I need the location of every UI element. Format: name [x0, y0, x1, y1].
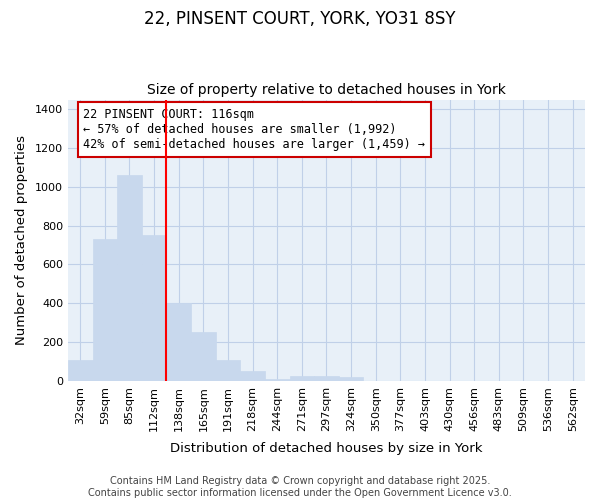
Y-axis label: Number of detached properties: Number of detached properties: [15, 135, 28, 345]
Bar: [290, 376, 314, 381]
Bar: [166, 304, 191, 381]
Bar: [142, 236, 166, 381]
Bar: [117, 175, 142, 381]
Title: Size of property relative to detached houses in York: Size of property relative to detached ho…: [147, 83, 506, 97]
Bar: [314, 376, 339, 381]
Text: Contains HM Land Registry data © Crown copyright and database right 2025.
Contai: Contains HM Land Registry data © Crown c…: [88, 476, 512, 498]
Bar: [92, 240, 117, 381]
Bar: [339, 377, 364, 381]
Bar: [265, 379, 290, 381]
X-axis label: Distribution of detached houses by size in York: Distribution of detached houses by size …: [170, 442, 483, 455]
Bar: [68, 360, 92, 381]
Text: 22, PINSENT COURT, YORK, YO31 8SY: 22, PINSENT COURT, YORK, YO31 8SY: [144, 10, 456, 28]
Bar: [240, 371, 265, 381]
Text: 22 PINSENT COURT: 116sqm
← 57% of detached houses are smaller (1,992)
42% of sem: 22 PINSENT COURT: 116sqm ← 57% of detach…: [83, 108, 425, 151]
Bar: [191, 332, 215, 381]
Bar: [215, 360, 240, 381]
